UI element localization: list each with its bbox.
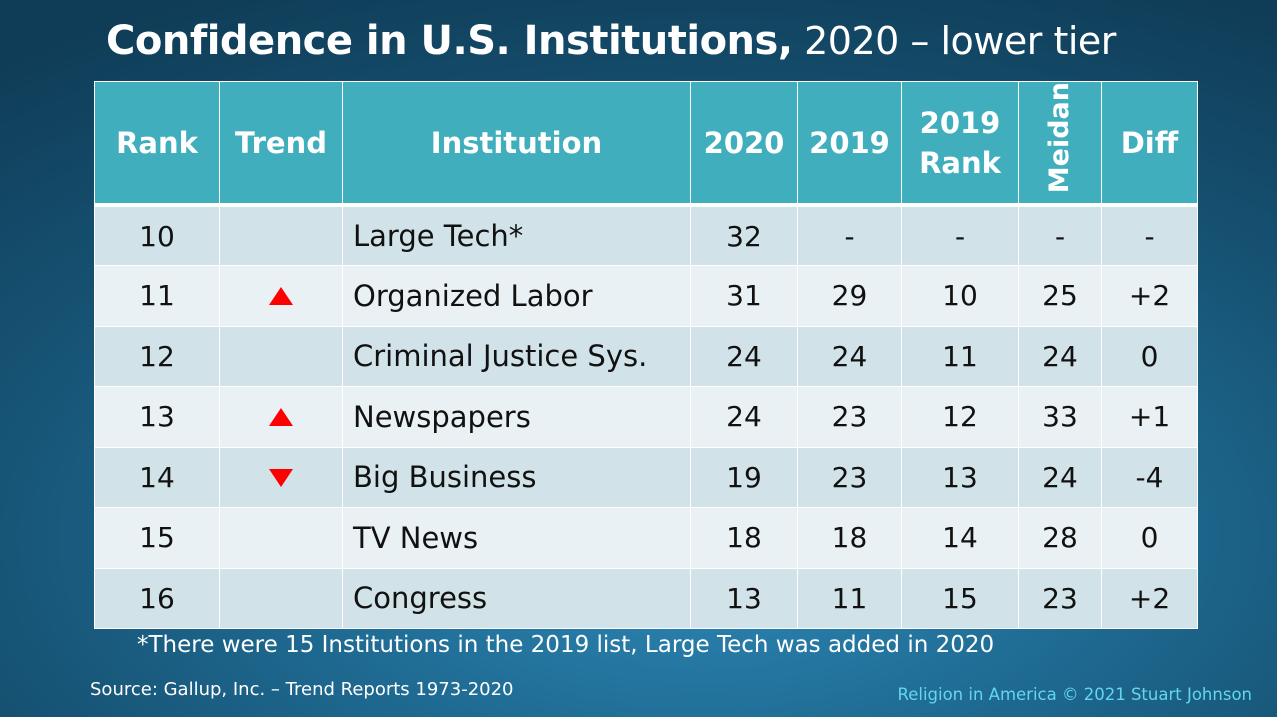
- col-header-institution: Institution: [342, 81, 691, 206]
- cell-rank: 13: [94, 386, 220, 448]
- cell-diff: +1: [1101, 386, 1198, 448]
- cell-trend: [219, 386, 343, 448]
- col-header-trend: Trend: [219, 81, 343, 206]
- cell-trend: [219, 265, 343, 327]
- cell-institution: Congress: [342, 567, 691, 630]
- confidence-table: Rank Trend Institution 2020 2019 2019 Ra…: [94, 81, 1198, 630]
- cell-diff: +2: [1101, 265, 1198, 327]
- cell-2019-rank: -: [901, 204, 1019, 267]
- col-header-median-label: Meidan: [1044, 82, 1075, 194]
- cell-institution: TV News: [342, 507, 691, 569]
- cell-trend: [219, 507, 343, 569]
- cell-institution: Large Tech*: [342, 204, 691, 267]
- col-header-median: Meidan: [1018, 81, 1102, 206]
- cell-diff: +2: [1101, 567, 1198, 630]
- cell-2020: 24: [690, 386, 798, 448]
- cell-2019: 11: [797, 567, 902, 630]
- cell-2020: 31: [690, 265, 798, 327]
- cell-institution: Criminal Justice Sys.: [342, 325, 691, 388]
- cell-2019: -: [797, 204, 902, 267]
- cell-2019: 29: [797, 265, 902, 327]
- table-row: 14 Big Business 19 23 13 24 -4: [94, 446, 1198, 509]
- cell-median: 24: [1018, 446, 1102, 509]
- cell-rank: 15: [94, 507, 220, 569]
- cell-2019-rank: 12: [901, 386, 1019, 448]
- col-header-2019: 2019: [797, 81, 902, 206]
- cell-2019: 18: [797, 507, 902, 569]
- cell-institution: Organized Labor: [342, 265, 691, 327]
- table-row: 12 Criminal Justice Sys. 24 24 11 24 0: [94, 325, 1198, 388]
- cell-diff: 0: [1101, 507, 1198, 569]
- slide-title: Confidence in U.S. Institutions, 2020 – …: [106, 12, 1116, 70]
- col-header-2019-rank-line1: 2019: [919, 105, 1001, 140]
- cell-trend: [219, 567, 343, 630]
- footnote: *There were 15 Institutions in the 2019 …: [137, 632, 995, 658]
- cell-rank: 11: [94, 265, 220, 327]
- cell-trend: [219, 446, 343, 509]
- cell-rank: 14: [94, 446, 220, 509]
- triangle-up-icon: [269, 287, 293, 306]
- cell-median: 24: [1018, 325, 1102, 388]
- cell-2020: 24: [690, 325, 798, 388]
- credit-line: Religion in America © 2021 Stuart Johnso…: [897, 685, 1252, 704]
- cell-2019-rank: 11: [901, 325, 1019, 388]
- cell-institution: Big Business: [342, 446, 691, 509]
- cell-diff: -: [1101, 204, 1198, 267]
- table-row: 10 Large Tech* 32- - - -: [94, 204, 1198, 267]
- cell-median: 25: [1018, 265, 1102, 327]
- cell-rank: 16: [94, 567, 220, 630]
- cell-trend: [219, 325, 343, 388]
- cell-rank: 12: [94, 325, 220, 388]
- cell-diff: -4: [1101, 446, 1198, 509]
- cell-median: -: [1018, 204, 1102, 267]
- cell-2019: 23: [797, 446, 902, 509]
- triangle-down-icon: [269, 468, 293, 487]
- triangle-up-icon: [269, 408, 293, 427]
- cell-2020: 13: [690, 567, 798, 630]
- cell-2019: 24: [797, 325, 902, 388]
- table-row: 16 Congress 13 11 15 23 +2: [94, 567, 1198, 630]
- table-row: 11 Organized Labor 31 29 10 25 +2: [94, 265, 1198, 327]
- table-row: 13 Newspapers 24 23 12 33 +1: [94, 386, 1198, 448]
- table-body: 10 Large Tech* 32- - - -11 Organized Labor 31 29…: [94, 204, 1198, 630]
- cell-median: 28: [1018, 507, 1102, 569]
- title-main: Confidence in U.S. Institutions,: [106, 18, 793, 64]
- cell-rank: 10: [94, 204, 220, 267]
- cell-2019: 23: [797, 386, 902, 448]
- cell-2019-rank: 10: [901, 265, 1019, 327]
- cell-median: 33: [1018, 386, 1102, 448]
- cell-trend: [219, 204, 343, 267]
- cell-median: 23: [1018, 567, 1102, 630]
- col-header-2019-rank-line2: Rank: [919, 145, 1001, 180]
- cell-2020: 32: [690, 204, 798, 267]
- title-subtitle: 2020 – lower tier: [792, 19, 1116, 63]
- col-header-2020: 2020: [690, 81, 798, 206]
- cell-institution: Newspapers: [342, 386, 691, 448]
- table-header-row: Rank Trend Institution 2020 2019 2019 Ra…: [94, 81, 1198, 206]
- col-header-diff: Diff: [1101, 81, 1198, 206]
- table-row: 15 TV News 18 18 14 28 0: [94, 507, 1198, 569]
- cell-2019-rank: 15: [901, 567, 1019, 630]
- cell-2020: 19: [690, 446, 798, 509]
- col-header-rank: Rank: [94, 81, 220, 206]
- cell-2019-rank: 13: [901, 446, 1019, 509]
- cell-2019-rank: 14: [901, 507, 1019, 569]
- col-header-2019-rank: 2019 Rank: [901, 81, 1019, 206]
- source-citation: Source: Gallup, Inc. – Trend Reports 197…: [90, 679, 514, 700]
- cell-2020: 18: [690, 507, 798, 569]
- cell-diff: 0: [1101, 325, 1198, 388]
